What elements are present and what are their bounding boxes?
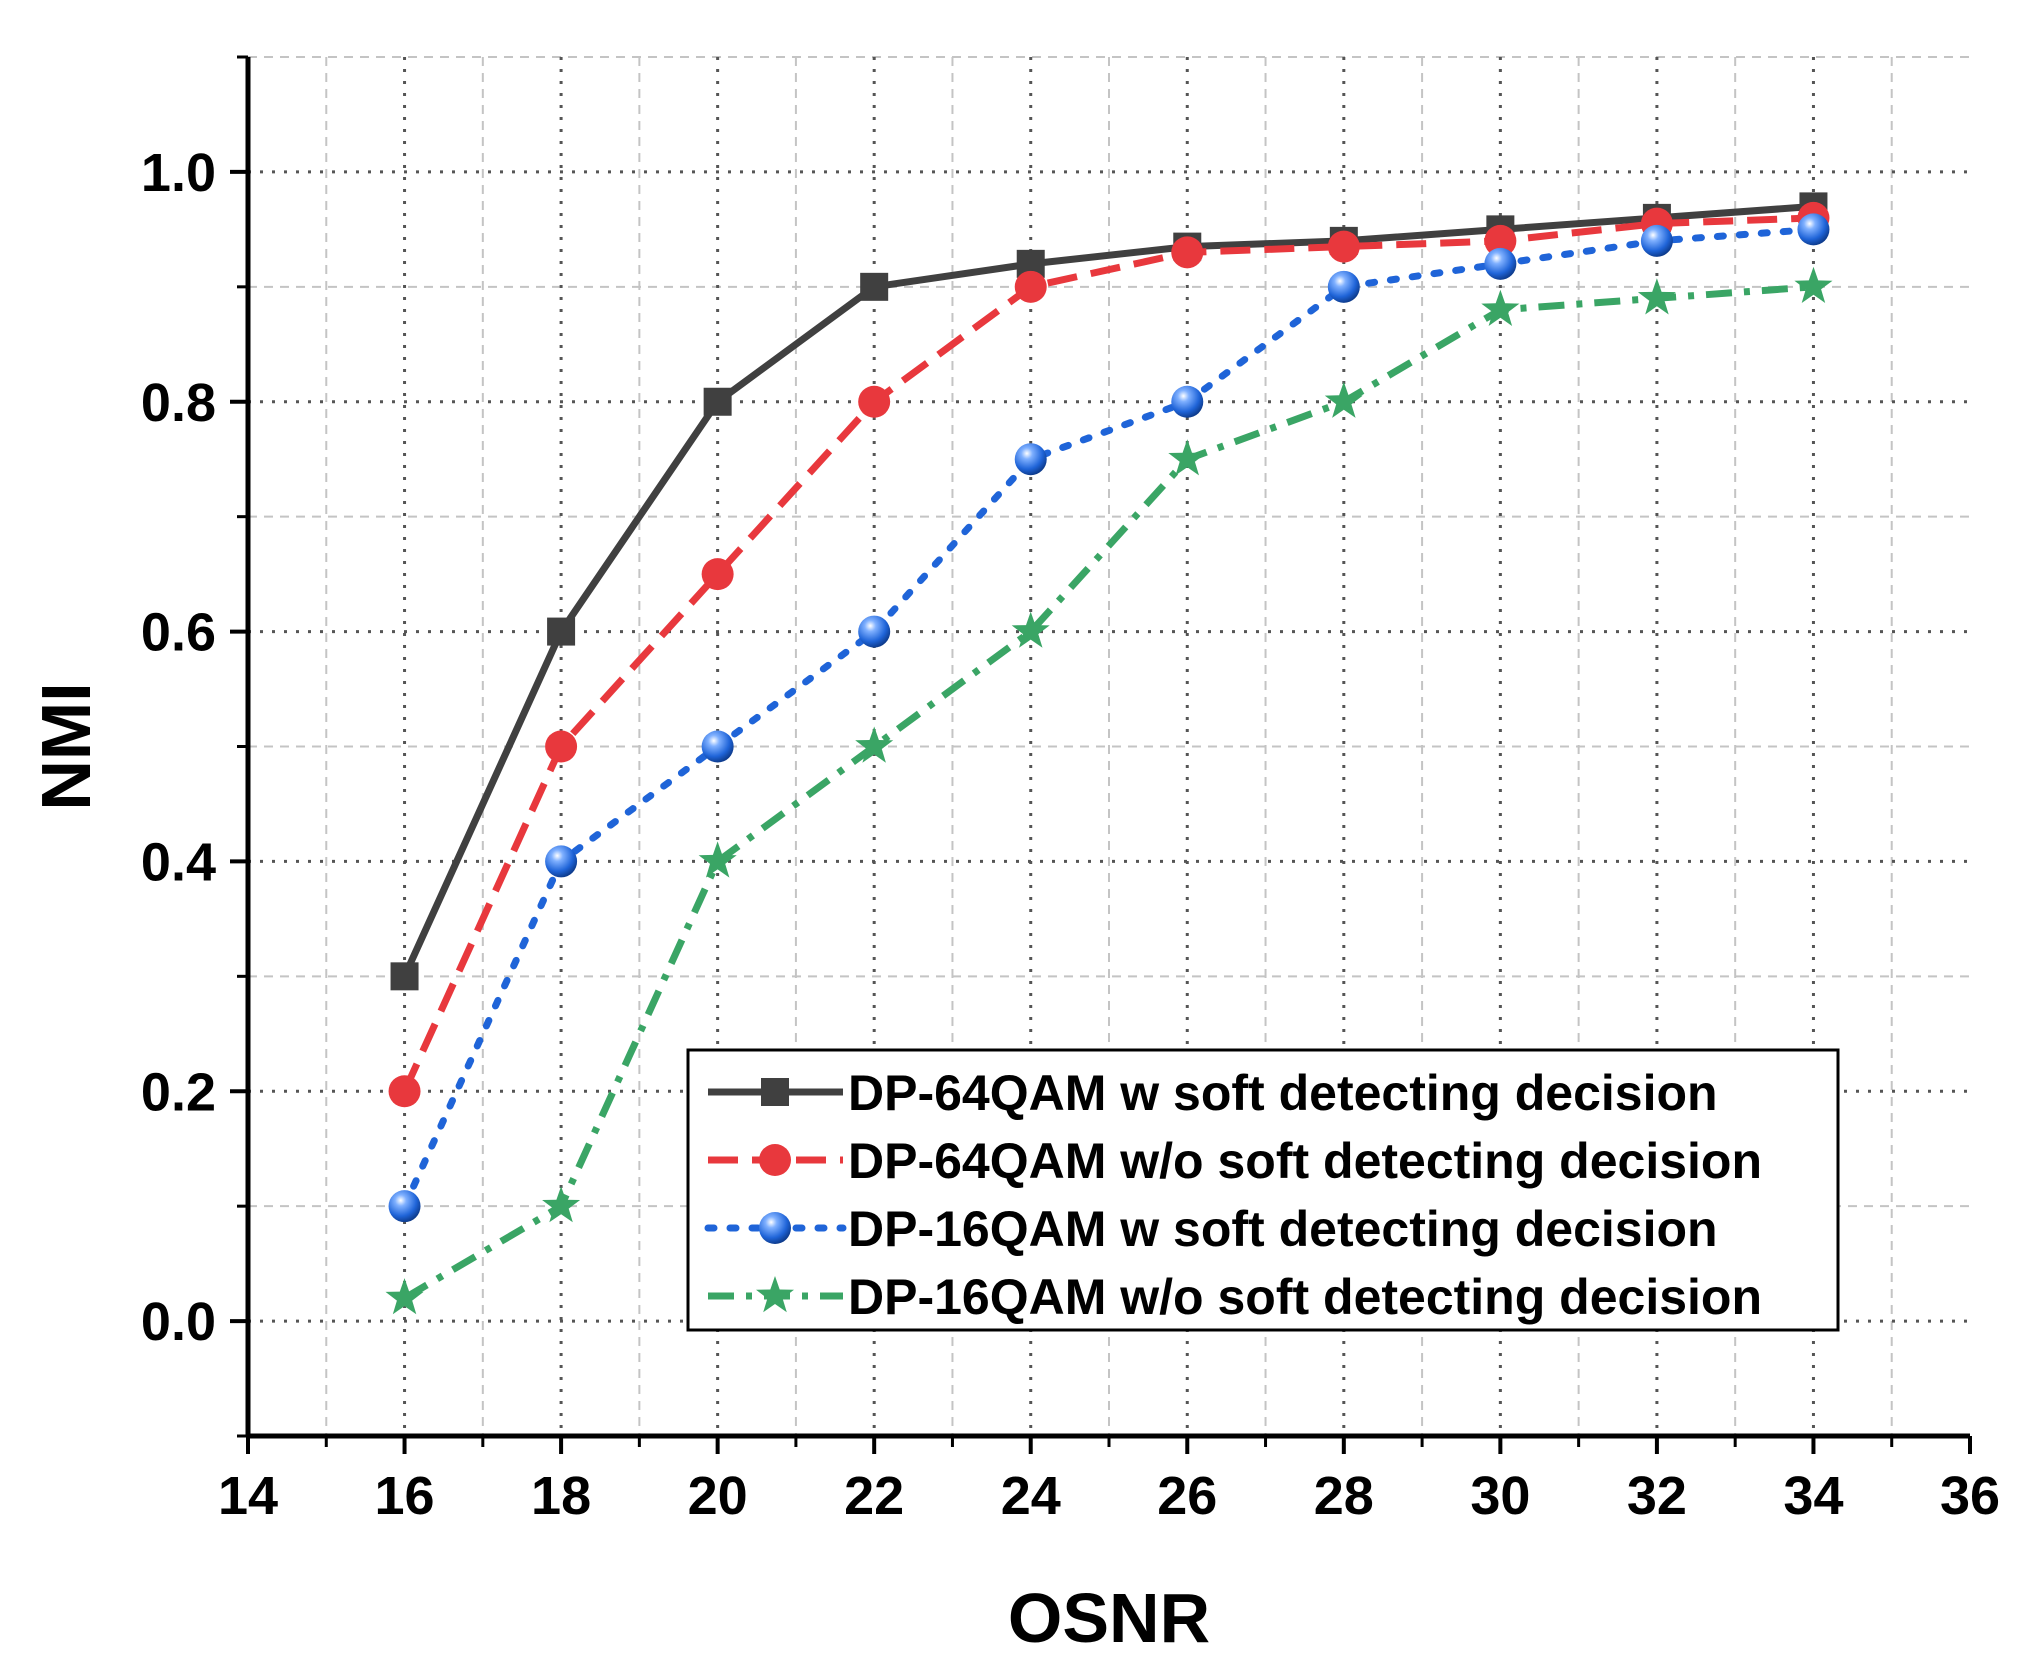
data-point (1484, 247, 1517, 280)
x-tick-label: 30 (1470, 1466, 1530, 1526)
legend-label: DP-16QAM w/o soft detecting decision (848, 1269, 1762, 1325)
y-axis-title: NMI (27, 682, 105, 810)
data-point (1797, 213, 1830, 246)
data-point (1168, 439, 1207, 476)
axes: 14 16 18 20 22 24 26 28 30 32 34 36 0.0 0.2 0.4 0.6 0.8 1… (27, 55, 2000, 1657)
series-line (401, 225, 1817, 1210)
data-point (860, 272, 889, 301)
data-point (703, 387, 732, 416)
legend-label: DP-64QAM w/o soft detecting decision (848, 1133, 1762, 1189)
y-tick-label: 0.8 (141, 373, 216, 433)
data-point (542, 1186, 581, 1223)
legend-marker (761, 1078, 789, 1106)
x-tick-label: 16 (375, 1466, 435, 1526)
legend-marker (759, 1144, 791, 1176)
series-4 (385, 266, 1833, 1315)
x-tick-label: 24 (1001, 1466, 1061, 1526)
data-point (1637, 278, 1676, 315)
data-point (1640, 224, 1673, 257)
legend-label: DP-16QAM w soft detecting decision (848, 1201, 1718, 1257)
data-point (545, 845, 578, 878)
legend-marker (756, 1276, 794, 1313)
data-point (1327, 230, 1360, 263)
data-point (701, 730, 734, 763)
data-point (701, 558, 734, 591)
x-tick-label: 14 (218, 1466, 278, 1526)
x-axis-title: OSNR (1008, 1579, 1210, 1657)
y-tick-label: 0.6 (141, 603, 216, 663)
x-tick-label: 20 (688, 1466, 748, 1526)
data-point (1014, 270, 1047, 303)
y-tick-label: 1.0 (141, 143, 216, 203)
y-tick-label: 0.2 (141, 1062, 216, 1122)
legend: DP-64QAM w soft detecting decision DP-64Q… (686, 1048, 1840, 1332)
data-point (858, 615, 891, 648)
legend-marker (759, 1212, 791, 1244)
data-point (390, 962, 419, 991)
data-point (1481, 289, 1520, 326)
y-tick-label: 0.4 (141, 832, 216, 892)
legend-label: DP-64QAM w soft detecting decision (848, 1065, 1718, 1121)
data-point (1484, 224, 1517, 257)
series-line (401, 214, 1814, 1093)
series-3 (388, 213, 1830, 1223)
data-point (858, 385, 891, 418)
x-tick-label: 36 (1940, 1466, 2000, 1526)
data-point (547, 617, 576, 646)
x-tick-label: 22 (844, 1466, 904, 1526)
y-tick-label: 0.0 (141, 1292, 216, 1352)
x-tick-label: 34 (1783, 1466, 1843, 1526)
legend-box (686, 1048, 1840, 1332)
data-point (1324, 381, 1363, 418)
data-point (1794, 266, 1833, 303)
x-tick-label: 32 (1627, 1466, 1687, 1526)
x-tick-label: 26 (1157, 1466, 1217, 1526)
data-point (855, 726, 894, 763)
data-point (1171, 236, 1204, 269)
data-point (698, 841, 737, 878)
series-line (402, 283, 1814, 1302)
data-point (1327, 270, 1360, 303)
data-point (388, 1075, 421, 1108)
x-tick-label: 18 (531, 1466, 591, 1526)
data-point (545, 730, 578, 763)
data-point (1011, 611, 1050, 648)
data-point (385, 1278, 424, 1315)
data-point (1014, 443, 1047, 476)
series-2 (388, 201, 1830, 1108)
data-point (1171, 385, 1204, 418)
data-point (388, 1190, 421, 1223)
series-layer (385, 192, 1833, 1315)
series-line (401, 202, 1814, 978)
x-tick-label: 28 (1314, 1466, 1374, 1526)
